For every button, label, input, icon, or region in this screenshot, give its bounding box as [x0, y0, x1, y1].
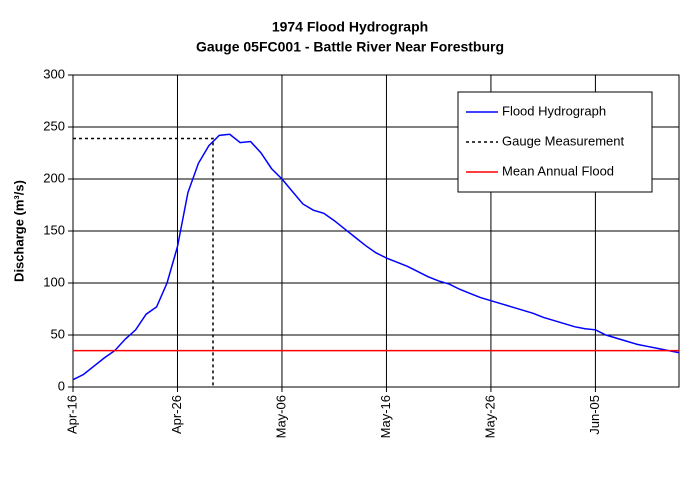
- y-tick-label: 200: [43, 170, 65, 185]
- y-tick-label: 300: [43, 66, 65, 81]
- legend-label: Gauge Measurement: [502, 133, 625, 148]
- x-tick-label: May-06: [273, 395, 288, 438]
- y-tick-label: 250: [43, 118, 65, 133]
- x-tick-label: Apr-26: [169, 395, 184, 434]
- legend-label: Flood Hydrograph: [502, 103, 606, 118]
- y-tick-label: 150: [43, 222, 65, 237]
- series-line: [72, 133, 680, 381]
- chart-title: 1974 Flood Hydrograph: [272, 19, 428, 35]
- x-tick-label: Jun-05: [587, 395, 602, 435]
- x-tick-label: May-16: [378, 395, 393, 438]
- y-tick-label: 0: [58, 378, 65, 393]
- legend-label: Mean Annual Flood: [502, 163, 614, 178]
- y-axis-label: Discharge (m³/s): [11, 180, 26, 282]
- y-tick-label: 100: [43, 274, 65, 289]
- x-tick-label: Apr-16: [64, 395, 79, 434]
- y-tick-label: 50: [51, 326, 65, 341]
- series-line: [73, 137, 214, 387]
- chart-subtitle: Gauge 05FC001 - Battle River Near Forest…: [196, 39, 504, 55]
- x-tick-label: May-26: [482, 395, 497, 438]
